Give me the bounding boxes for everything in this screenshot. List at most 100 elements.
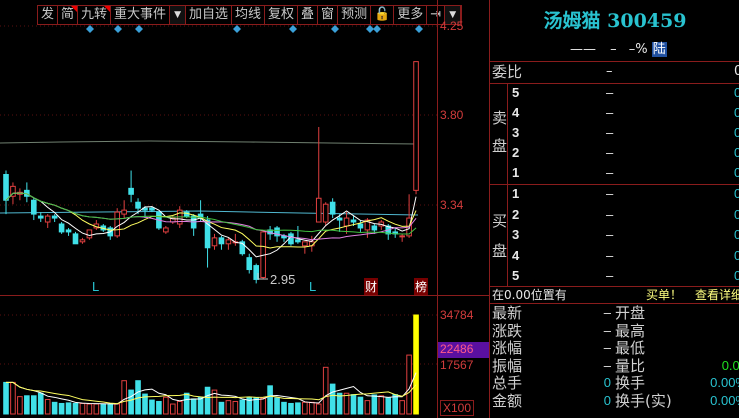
stat-label: 换手(实) xyxy=(615,391,672,410)
expand-button[interactable]: ⇥ xyxy=(427,6,446,24)
event-diamond-icon xyxy=(289,25,297,33)
buy-vol[interactable]: 0 xyxy=(734,186,739,201)
stat-value: – xyxy=(603,305,611,320)
volume-bar xyxy=(329,383,336,415)
volume-bar xyxy=(10,381,16,415)
stat-label: 最低 xyxy=(615,339,646,357)
sell-vol[interactable]: 0 xyxy=(734,85,739,100)
candle-body xyxy=(31,199,37,215)
divider xyxy=(490,303,739,304)
price-pct: –% xyxy=(628,42,648,57)
major-events-button[interactable]: 重大事件 xyxy=(111,6,171,24)
kline-chart[interactable] xyxy=(0,0,437,418)
adjust-rights-button[interactable]: 复权 xyxy=(265,6,299,24)
buy-price[interactable]: – xyxy=(606,268,614,283)
weibi-right: 0 xyxy=(734,64,739,79)
moving-average-button[interactable]: 均线 xyxy=(232,6,266,24)
volume-bar xyxy=(176,400,183,415)
sell-level: 5 xyxy=(512,85,520,100)
buy-vol[interactable]: 0 xyxy=(734,268,739,283)
finance-badge[interactable]: 财 xyxy=(364,278,379,295)
sell-vol[interactable]: 0 xyxy=(734,165,739,180)
ma5-line xyxy=(5,192,417,258)
candle-body xyxy=(10,185,16,197)
lock-button[interactable]: 🔓 xyxy=(371,6,395,24)
candle-body xyxy=(135,201,141,209)
volume-bar xyxy=(274,397,280,415)
volume-bar xyxy=(364,400,371,415)
buy-level: 3 xyxy=(512,227,520,242)
volume-bar xyxy=(31,395,37,415)
buy-vol[interactable]: 0 xyxy=(734,227,739,242)
view-detail-link[interactable]: 查看详细 xyxy=(695,288,739,302)
volume-bar xyxy=(392,394,398,415)
candle-body xyxy=(350,219,357,223)
candle-body xyxy=(274,227,280,237)
l-marker[interactable]: L xyxy=(309,279,317,294)
sell-price[interactable]: – xyxy=(606,85,614,100)
volume-bar xyxy=(399,400,405,415)
sell-price[interactable]: – xyxy=(606,105,614,120)
window-button[interactable]: 窗 xyxy=(318,6,339,24)
stat-value: – xyxy=(603,340,611,355)
add-watchlist-button[interactable]: 加自选 xyxy=(186,6,232,24)
candle-body xyxy=(65,229,72,233)
volume-bar xyxy=(170,403,176,415)
l-marker[interactable]: L xyxy=(92,279,100,294)
candle-body xyxy=(72,233,79,245)
stat-value: – xyxy=(603,357,611,373)
volume-bar xyxy=(357,396,364,415)
fa-button[interactable]: 发 xyxy=(38,6,59,24)
candle-body xyxy=(357,223,364,229)
jiuzhuan-button[interactable]: 九转 xyxy=(78,6,112,24)
candle-body xyxy=(253,265,259,280)
price-change: – xyxy=(610,42,617,57)
candle-body xyxy=(37,215,44,219)
event-diamond-icon xyxy=(135,25,143,33)
price-tick: 4.25 xyxy=(440,19,464,33)
overlay-button[interactable]: 叠 xyxy=(298,6,319,24)
jian-button[interactable]: 简 xyxy=(58,6,79,24)
candle-body xyxy=(295,239,301,243)
candle-body xyxy=(302,241,308,247)
list-badge[interactable]: 榜 xyxy=(414,278,429,295)
candle-body xyxy=(246,257,253,271)
stat-value: 0.00% xyxy=(710,375,739,390)
candle-body xyxy=(413,61,419,191)
sell-price[interactable]: – xyxy=(606,145,614,160)
candle-body xyxy=(121,209,127,215)
candle-body xyxy=(3,174,9,201)
event-diamond-icon xyxy=(366,25,374,33)
volume-bar xyxy=(350,394,357,415)
volume-bar xyxy=(121,380,127,415)
candle-body xyxy=(343,217,350,227)
stat-value: 0.00 xyxy=(721,357,739,373)
events-dropdown-button[interactable]: ▼ xyxy=(170,6,186,24)
buy-level: 5 xyxy=(512,268,520,283)
volume-bar xyxy=(322,366,329,415)
buy-price[interactable]: – xyxy=(606,227,614,242)
buy-vol[interactable]: 0 xyxy=(734,247,739,263)
sell-price[interactable]: – xyxy=(606,165,614,180)
stat-value: 0 xyxy=(603,392,611,408)
volume-bar xyxy=(315,403,322,415)
volume-bar xyxy=(37,392,44,415)
buy-price[interactable]: – xyxy=(606,206,614,222)
sell-vol[interactable]: 0 xyxy=(734,125,739,140)
candle-body xyxy=(79,239,86,243)
sell-vol[interactable]: 0 xyxy=(734,145,739,160)
buy-price[interactable]: – xyxy=(606,247,614,263)
forecast-button[interactable]: 预测 xyxy=(338,6,372,24)
sell-vol[interactable]: 0 xyxy=(734,105,739,120)
volume-bar xyxy=(100,403,107,415)
buy-vol[interactable]: 0 xyxy=(734,206,739,222)
divider xyxy=(490,286,739,287)
volume-bar xyxy=(378,395,385,415)
volume-tick-highlighted: 22486 xyxy=(438,342,489,358)
sell-label: 卖盘 xyxy=(492,109,508,155)
candle-body xyxy=(204,219,211,249)
sell-price[interactable]: – xyxy=(606,125,614,140)
more-button[interactable]: 更多 xyxy=(394,6,428,24)
buy-price[interactable]: – xyxy=(606,186,614,201)
menu-dropdown-button[interactable]: ▼ xyxy=(445,6,462,24)
